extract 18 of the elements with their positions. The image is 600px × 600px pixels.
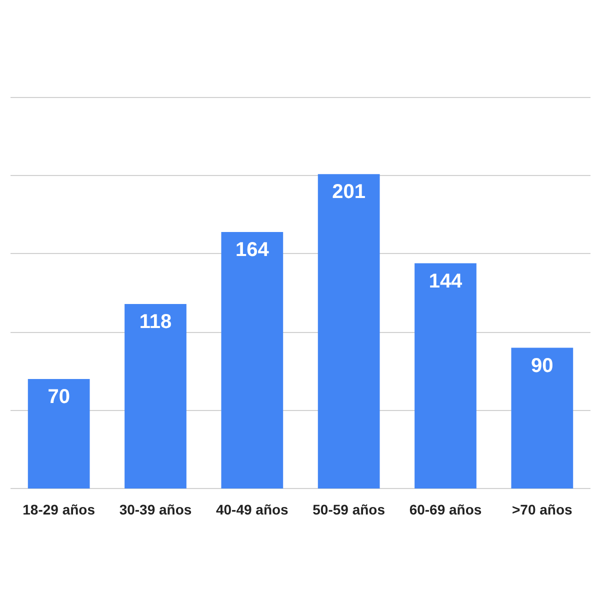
data-label: 144 (428, 270, 464, 292)
x-tick-label: 30-39 años (119, 502, 192, 518)
x-tick-label: 60-69 años (409, 502, 482, 518)
bar (511, 348, 574, 489)
data-label: 201 (332, 181, 366, 204)
x-tick-label: 40-49 años (216, 502, 289, 518)
data-label: 90 (531, 354, 554, 377)
bar (124, 304, 186, 489)
x-tick-label: 50-59 años (312, 502, 386, 518)
bar (28, 379, 90, 489)
bar (318, 174, 380, 489)
bar (221, 232, 284, 489)
x-tick-label: >70 años (512, 502, 573, 518)
x-tick-label: 18-29 años (22, 502, 96, 518)
data-label: 164 (235, 238, 270, 261)
data-label: 70 (48, 386, 70, 408)
data-label: 118 (139, 310, 172, 333)
bar (414, 263, 476, 489)
